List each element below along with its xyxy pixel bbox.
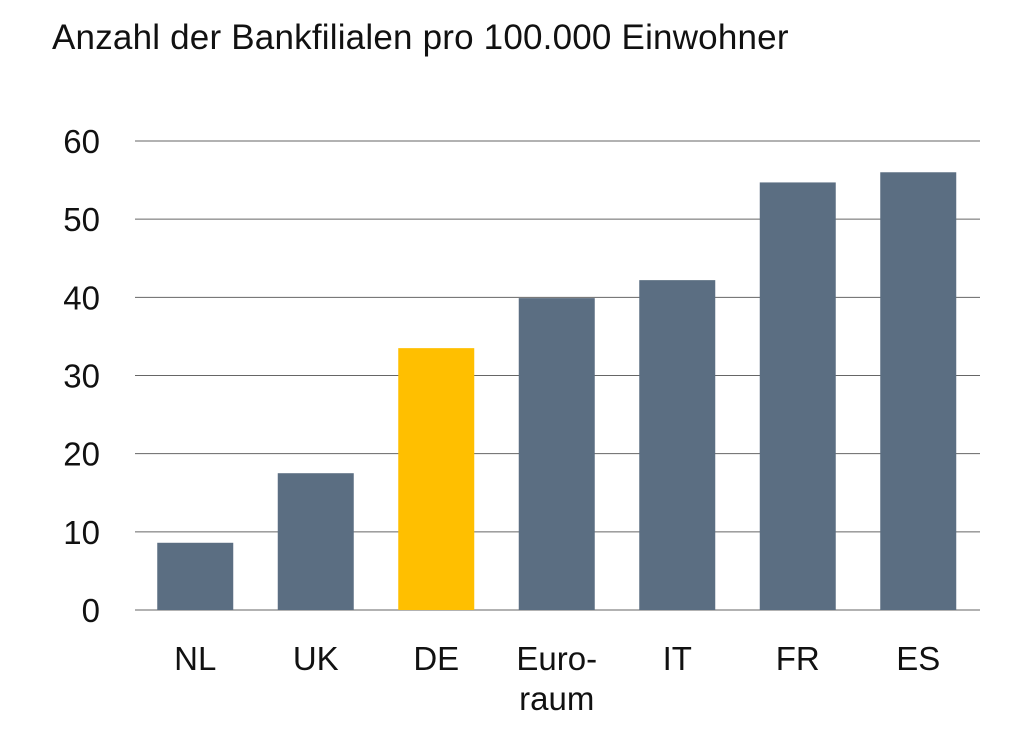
x-tick-label: Euro-raum [516, 640, 597, 717]
x-tick-label: ES [896, 640, 940, 677]
x-tick-label: DE [413, 640, 459, 677]
bar-it [639, 280, 716, 610]
x-tick-label: IT [663, 640, 692, 677]
bar-nl [157, 542, 234, 610]
x-axis-categories: NL UK DE Euro-raum IT FR ES [174, 640, 940, 717]
chart-title: Anzahl der Bankfilialen pro 100.000 Einw… [52, 18, 789, 57]
bar-euroraum [518, 298, 595, 610]
bar-fr [759, 182, 836, 610]
bar-uk [277, 473, 354, 610]
y-tick-label: 40 [63, 279, 100, 316]
y-tick-label: 20 [63, 436, 100, 473]
y-axis-ticks: 0 10 20 30 40 50 60 [63, 123, 100, 629]
y-tick-label: 50 [63, 201, 100, 238]
y-tick-label: 30 [63, 358, 100, 395]
bar-es [880, 172, 957, 610]
y-tick-label: 0 [82, 592, 100, 629]
x-tick-label: FR [776, 640, 820, 677]
x-tick-label: NL [174, 640, 216, 677]
y-tick-label: 60 [63, 123, 100, 160]
x-tick-label: UK [293, 640, 339, 677]
bar-de [398, 348, 475, 610]
bars [157, 172, 957, 610]
y-tick-label: 10 [63, 514, 100, 551]
